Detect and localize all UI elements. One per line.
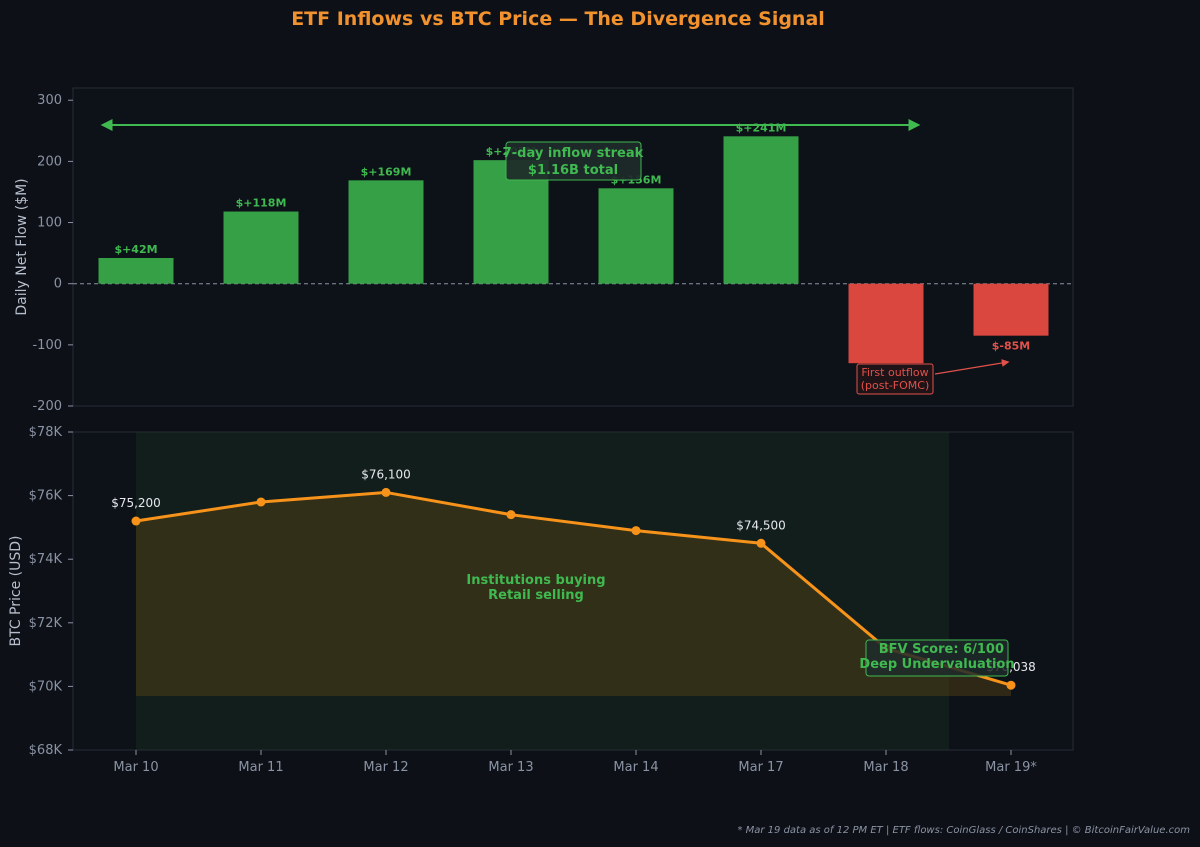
flow-y-tick-label: -200 bbox=[32, 399, 62, 414]
price-panel: $78K $76K $74K $72K $70K $68K BTC Price (USD)… bbox=[8, 425, 1074, 775]
chart-title: ETF Inflows vs BTC Price — The Divergenc… bbox=[291, 8, 825, 30]
x-tick-label: Mar 18 bbox=[863, 760, 908, 775]
flow-panel: 300 200 100 0 -100 -200 Daily Net Flow ($M) $… bbox=[14, 87, 1074, 414]
x-tick-label: Mar 14 bbox=[613, 760, 658, 775]
flow-bar bbox=[473, 160, 549, 284]
price-panel-frame bbox=[72, 431, 1074, 751]
price-y-tick-label: $78K bbox=[29, 425, 63, 440]
flow-y-tick-label: 300 bbox=[37, 93, 62, 108]
score-annotation-line2: Deep Undervaluation bbox=[859, 657, 1014, 672]
flow-bar-label: $+241M bbox=[736, 121, 787, 134]
score-annotation-line1: BFV Score: 6/100 bbox=[879, 642, 1004, 657]
price-point bbox=[756, 538, 766, 548]
price-y-ticks: $78K $76K $74K $72K $70K $68K bbox=[29, 425, 73, 758]
price-y-tick-label: $70K bbox=[29, 679, 63, 694]
flow-bar bbox=[973, 283, 1049, 336]
flow-bar-label: $+42M bbox=[114, 243, 157, 256]
price-point bbox=[1006, 680, 1016, 690]
flow-y-ticks: 300 200 100 0 -100 -200 bbox=[32, 93, 73, 414]
x-tick-label: Mar 10 bbox=[113, 760, 158, 775]
price-y-tick-label: $76K bbox=[29, 489, 63, 504]
chart-footer: * Mar 19 data as of 12 PM ET | ETF flows… bbox=[737, 825, 1190, 836]
outflow-arrow bbox=[934, 359, 1010, 375]
flow-bar-label: $-85M bbox=[992, 340, 1030, 353]
flow-y-axis-label: Daily Net Flow ($M) bbox=[14, 178, 30, 315]
price-point-label: $74,500 bbox=[736, 518, 786, 532]
price-point bbox=[381, 487, 391, 497]
flow-bar bbox=[98, 258, 174, 284]
streak-annotation-line1: 7-day inflow streak bbox=[503, 146, 644, 161]
price-point bbox=[631, 526, 641, 536]
divergence-annotation-line2: Retail selling bbox=[488, 588, 584, 603]
outflow-annotation-box bbox=[856, 363, 934, 395]
x-tick-label: Mar 17 bbox=[738, 760, 783, 775]
price-point bbox=[506, 510, 516, 520]
x-tick-label: Mar 13 bbox=[488, 760, 533, 775]
x-tick-label: Mar 11 bbox=[238, 760, 283, 775]
price-y-axis-label: BTC Price (USD) bbox=[8, 535, 24, 646]
price-point-label: $76,100 bbox=[361, 467, 411, 481]
price-points bbox=[131, 487, 1016, 690]
price-y-tick-label: $74K bbox=[29, 552, 63, 567]
flow-y-tick-label: 100 bbox=[37, 216, 62, 231]
flow-bar bbox=[348, 180, 424, 284]
streak-annotation-box bbox=[505, 141, 642, 181]
divergence-annotation-line1: Institutions buying bbox=[466, 573, 605, 588]
x-tick-label: Mar 19* bbox=[985, 760, 1037, 775]
score-annotation-box bbox=[865, 639, 1009, 677]
flow-y-tick-label: -100 bbox=[32, 338, 62, 353]
x-axis-ticks: Mar 10 Mar 11 Mar 12 Mar 13 Mar 14 Mar 17 Mar … bbox=[113, 750, 1037, 775]
price-point bbox=[131, 516, 141, 526]
price-y-tick-label: $68K bbox=[29, 743, 63, 758]
flow-bars bbox=[98, 136, 1049, 364]
flow-bar bbox=[723, 136, 799, 284]
flow-bar bbox=[598, 188, 674, 284]
outflow-annotation-line2: (post-FOMC) bbox=[861, 379, 929, 392]
divergence-shade bbox=[136, 432, 949, 750]
price-point-label: $75,200 bbox=[111, 496, 161, 510]
flow-bar-label: $+169M bbox=[361, 165, 412, 178]
flow-bar-label: $+118M bbox=[236, 197, 287, 210]
price-point bbox=[256, 497, 266, 507]
flow-bar bbox=[223, 211, 299, 284]
flow-y-tick-label: 200 bbox=[37, 154, 62, 169]
outflow-annotation-line1: First outflow bbox=[861, 366, 928, 379]
streak-annotation-line2: $1.16B total bbox=[528, 163, 618, 178]
price-line bbox=[135, 490, 1012, 687]
price-y-tick-label: $72K bbox=[29, 616, 63, 631]
flow-y-tick-label: 0 bbox=[54, 277, 62, 292]
x-tick-label: Mar 12 bbox=[363, 760, 408, 775]
flow-bar bbox=[848, 283, 924, 364]
price-area bbox=[136, 492, 1011, 696]
